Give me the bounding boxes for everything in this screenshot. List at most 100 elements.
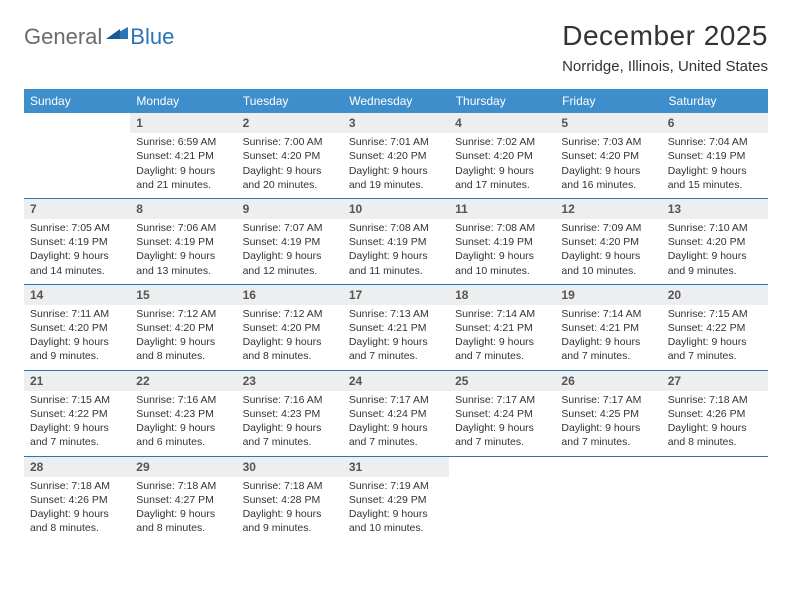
day-number: 18	[449, 285, 555, 305]
sunset-text: Sunset: 4:22 PM	[668, 321, 762, 335]
daylight-text: Daylight: 9 hours and 9 minutes.	[30, 335, 124, 363]
sunrise-text: Sunrise: 7:19 AM	[349, 479, 443, 493]
day-content: Sunrise: 7:18 AMSunset: 4:26 PMDaylight:…	[662, 391, 768, 456]
calendar-day: 20Sunrise: 7:15 AMSunset: 4:22 PMDayligh…	[662, 285, 768, 370]
day-number: 31	[343, 457, 449, 477]
sunset-text: Sunset: 4:24 PM	[349, 407, 443, 421]
day-number: 22	[130, 371, 236, 391]
sunrise-text: Sunrise: 7:12 AM	[243, 307, 337, 321]
daylight-text: Daylight: 9 hours and 6 minutes.	[136, 421, 230, 449]
calendar-day: 28Sunrise: 7:18 AMSunset: 4:26 PMDayligh…	[24, 457, 130, 542]
sunrise-text: Sunrise: 7:05 AM	[30, 221, 124, 235]
day-content: Sunrise: 7:02 AMSunset: 4:20 PMDaylight:…	[449, 133, 555, 198]
weeks-container: 1Sunrise: 6:59 AMSunset: 4:21 PMDaylight…	[24, 113, 768, 541]
calendar-day: 2Sunrise: 7:00 AMSunset: 4:20 PMDaylight…	[237, 113, 343, 198]
day-number: 12	[555, 199, 661, 219]
day-content: Sunrise: 7:15 AMSunset: 4:22 PMDaylight:…	[662, 305, 768, 370]
calendar-day: 4Sunrise: 7:02 AMSunset: 4:20 PMDaylight…	[449, 113, 555, 198]
day-number: 20	[662, 285, 768, 305]
daylight-text: Daylight: 9 hours and 7 minutes.	[349, 335, 443, 363]
day-content: Sunrise: 7:18 AMSunset: 4:27 PMDaylight:…	[130, 477, 236, 542]
calendar-day: 8Sunrise: 7:06 AMSunset: 4:19 PMDaylight…	[130, 199, 236, 284]
daylight-text: Daylight: 9 hours and 17 minutes.	[455, 164, 549, 192]
day-content: Sunrise: 7:16 AMSunset: 4:23 PMDaylight:…	[130, 391, 236, 456]
sunset-text: Sunset: 4:19 PM	[455, 235, 549, 249]
day-content: Sunrise: 7:08 AMSunset: 4:19 PMDaylight:…	[343, 219, 449, 284]
calendar-day: 26Sunrise: 7:17 AMSunset: 4:25 PMDayligh…	[555, 371, 661, 456]
day-of-week-label: Thursday	[449, 89, 555, 113]
calendar-day	[662, 457, 768, 542]
day-content: Sunrise: 7:10 AMSunset: 4:20 PMDaylight:…	[662, 219, 768, 284]
calendar-day: 9Sunrise: 7:07 AMSunset: 4:19 PMDaylight…	[237, 199, 343, 284]
sunrise-text: Sunrise: 7:16 AM	[136, 393, 230, 407]
day-number: 28	[24, 457, 130, 477]
daylight-text: Daylight: 9 hours and 9 minutes.	[243, 507, 337, 535]
daylight-text: Daylight: 9 hours and 7 minutes.	[455, 335, 549, 363]
sunrise-text: Sunrise: 7:17 AM	[455, 393, 549, 407]
sunrise-text: Sunrise: 7:09 AM	[561, 221, 655, 235]
logo-text-general: General	[24, 24, 102, 50]
day-content: Sunrise: 7:06 AMSunset: 4:19 PMDaylight:…	[130, 219, 236, 284]
day-content: Sunrise: 7:12 AMSunset: 4:20 PMDaylight:…	[130, 305, 236, 370]
daylight-text: Daylight: 9 hours and 7 minutes.	[455, 421, 549, 449]
day-number: 27	[662, 371, 768, 391]
location-text: Norridge, Illinois, United States	[562, 58, 768, 75]
calendar-day: 24Sunrise: 7:17 AMSunset: 4:24 PMDayligh…	[343, 371, 449, 456]
day-of-week-label: Tuesday	[236, 89, 342, 113]
sunrise-text: Sunrise: 7:11 AM	[30, 307, 124, 321]
daylight-text: Daylight: 9 hours and 15 minutes.	[668, 164, 762, 192]
day-number: 14	[24, 285, 130, 305]
calendar-day: 5Sunrise: 7:03 AMSunset: 4:20 PMDaylight…	[555, 113, 661, 198]
daylight-text: Daylight: 9 hours and 8 minutes.	[136, 507, 230, 535]
sunrise-text: Sunrise: 7:04 AM	[668, 135, 762, 149]
day-number: 19	[555, 285, 661, 305]
sunrise-text: Sunrise: 7:02 AM	[455, 135, 549, 149]
day-number: 11	[449, 199, 555, 219]
day-of-week-header: SundayMondayTuesdayWednesdayThursdayFrid…	[24, 89, 768, 113]
day-content: Sunrise: 7:07 AMSunset: 4:19 PMDaylight:…	[237, 219, 343, 284]
day-of-week-label: Monday	[129, 89, 235, 113]
sunrise-text: Sunrise: 7:16 AM	[243, 393, 337, 407]
sunrise-text: Sunrise: 6:59 AM	[136, 135, 230, 149]
title-block: December 2025 Norridge, Illinois, United…	[562, 20, 768, 75]
sunrise-text: Sunrise: 7:12 AM	[136, 307, 230, 321]
day-content: Sunrise: 7:04 AMSunset: 4:19 PMDaylight:…	[662, 133, 768, 198]
sunrise-text: Sunrise: 7:18 AM	[668, 393, 762, 407]
sunset-text: Sunset: 4:23 PM	[136, 407, 230, 421]
sunrise-text: Sunrise: 7:14 AM	[455, 307, 549, 321]
daylight-text: Daylight: 9 hours and 8 minutes.	[668, 421, 762, 449]
day-number: 23	[237, 371, 343, 391]
day-content: Sunrise: 7:00 AMSunset: 4:20 PMDaylight:…	[237, 133, 343, 198]
daylight-text: Daylight: 9 hours and 8 minutes.	[136, 335, 230, 363]
sunrise-text: Sunrise: 7:03 AM	[561, 135, 655, 149]
day-content: Sunrise: 7:03 AMSunset: 4:20 PMDaylight:…	[555, 133, 661, 198]
day-number: 30	[237, 457, 343, 477]
sunrise-text: Sunrise: 7:06 AM	[136, 221, 230, 235]
logo-mark-icon	[106, 23, 128, 46]
sunset-text: Sunset: 4:28 PM	[243, 493, 337, 507]
calendar-day: 14 Sunrise: 7:11 AMSunset: 4:20 PMDayligh…	[24, 285, 130, 370]
sunset-text: Sunset: 4:20 PM	[30, 321, 124, 335]
calendar-day: 6Sunrise: 7:04 AMSunset: 4:19 PMDaylight…	[662, 113, 768, 198]
calendar-day: 17Sunrise: 7:13 AMSunset: 4:21 PMDayligh…	[343, 285, 449, 370]
day-content: Sunrise: 7:12 AMSunset: 4:20 PMDaylight:…	[237, 305, 343, 370]
sunset-text: Sunset: 4:26 PM	[668, 407, 762, 421]
calendar-day	[555, 457, 661, 542]
calendar-day: 22Sunrise: 7:16 AMSunset: 4:23 PMDayligh…	[130, 371, 236, 456]
calendar-day	[449, 457, 555, 542]
sunset-text: Sunset: 4:19 PM	[136, 235, 230, 249]
daylight-text: Daylight: 9 hours and 10 minutes.	[455, 249, 549, 277]
calendar-day: 21Sunrise: 7:15 AMSunset: 4:22 PMDayligh…	[24, 371, 130, 456]
sunset-text: Sunset: 4:21 PM	[136, 149, 230, 163]
sunset-text: Sunset: 4:19 PM	[30, 235, 124, 249]
calendar-day: 31Sunrise: 7:19 AMSunset: 4:29 PMDayligh…	[343, 457, 449, 542]
sunset-text: Sunset: 4:20 PM	[561, 149, 655, 163]
calendar-week: 7Sunrise: 7:05 AMSunset: 4:19 PMDaylight…	[24, 199, 768, 285]
sunrise-text: Sunrise: 7:13 AM	[349, 307, 443, 321]
sunset-text: Sunset: 4:29 PM	[349, 493, 443, 507]
sunrise-text: Sunrise: 7:08 AM	[349, 221, 443, 235]
sunrise-text: Sunrise: 7:17 AM	[561, 393, 655, 407]
day-content: Sunrise: 7:17 AMSunset: 4:24 PMDaylight:…	[343, 391, 449, 456]
day-number: 21	[24, 371, 130, 391]
calendar-day: 23Sunrise: 7:16 AMSunset: 4:23 PMDayligh…	[237, 371, 343, 456]
